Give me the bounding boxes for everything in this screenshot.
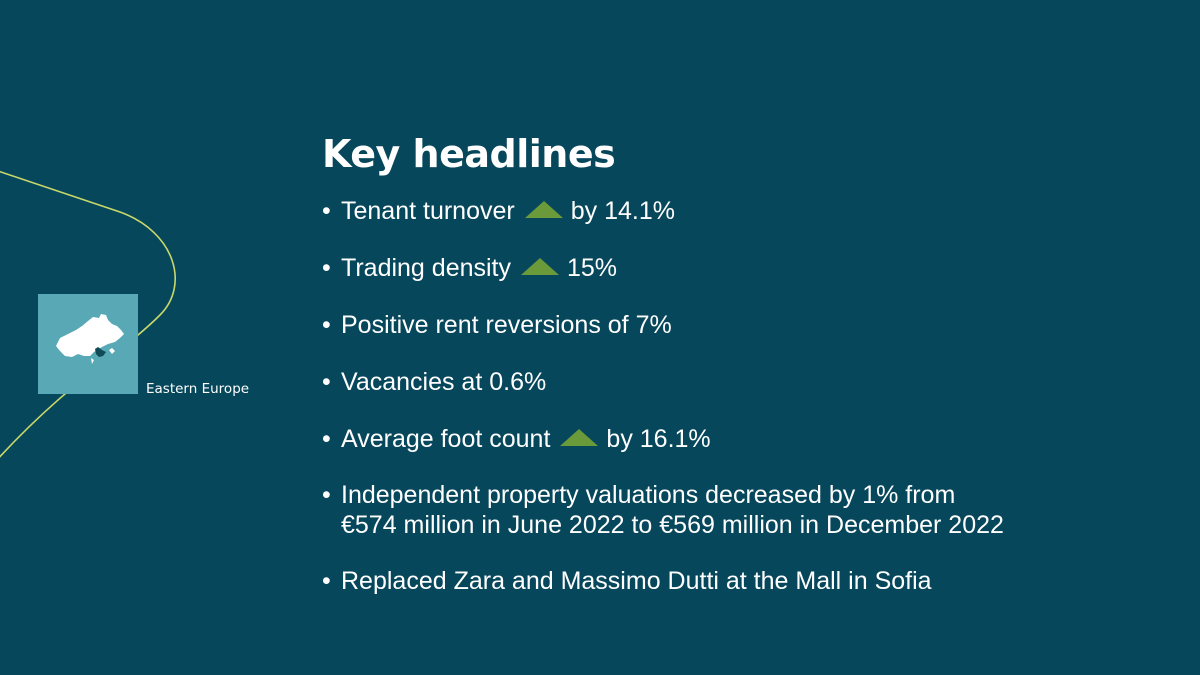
bullet-text: Independent property valuations decrease… — [341, 481, 956, 509]
list-item: • Vacancies at 0.6% — [322, 367, 546, 397]
region-tile — [38, 294, 138, 394]
bullet-change: by 14.1% — [570, 197, 675, 225]
bullet-text: Tenant turnover — [341, 197, 515, 225]
bullet-dot: • — [322, 254, 331, 282]
list-item: • Trading density 15% — [322, 253, 617, 283]
bullet-text: Trading density — [341, 254, 511, 282]
bullet-text: Positive rent reversions of 7% — [341, 311, 672, 339]
bullet-dot: • — [322, 368, 331, 396]
bullet-change: by 16.1% — [606, 425, 711, 453]
list-item: • Independent property valuations decreas… — [322, 480, 1004, 540]
list-item: • Tenant turnover by 14.1% — [322, 196, 675, 226]
bullet-dot: • — [322, 197, 331, 225]
bullet-dot: • — [322, 425, 331, 453]
list-item: • Average foot count by 16.1% — [322, 424, 711, 454]
list-item: • Positive rent reversions of 7% — [322, 310, 672, 340]
bullet-text: Vacancies at 0.6% — [341, 368, 547, 396]
bullet-change: 15% — [567, 254, 618, 282]
bullet-text: Average foot count — [341, 425, 551, 453]
bullet-dot: • — [322, 481, 331, 509]
up-triangle-icon — [521, 258, 559, 275]
bullet-text: Replaced Zara and Massimo Dutti at the M… — [341, 567, 932, 595]
region-label: Eastern Europe — [146, 381, 250, 397]
eastern-europe-map-icon — [56, 314, 124, 364]
slide-title: Key headlines — [322, 132, 616, 176]
bullet-text-continued: €574 million in June 2022 to €569 millio… — [341, 511, 1004, 539]
list-item: • Replaced Zara and Massimo Dutti at the … — [322, 566, 932, 596]
up-triangle-icon — [560, 429, 599, 446]
up-triangle-icon — [524, 201, 563, 218]
bullet-dot: • — [322, 311, 331, 339]
bullet-dot: • — [322, 567, 331, 595]
